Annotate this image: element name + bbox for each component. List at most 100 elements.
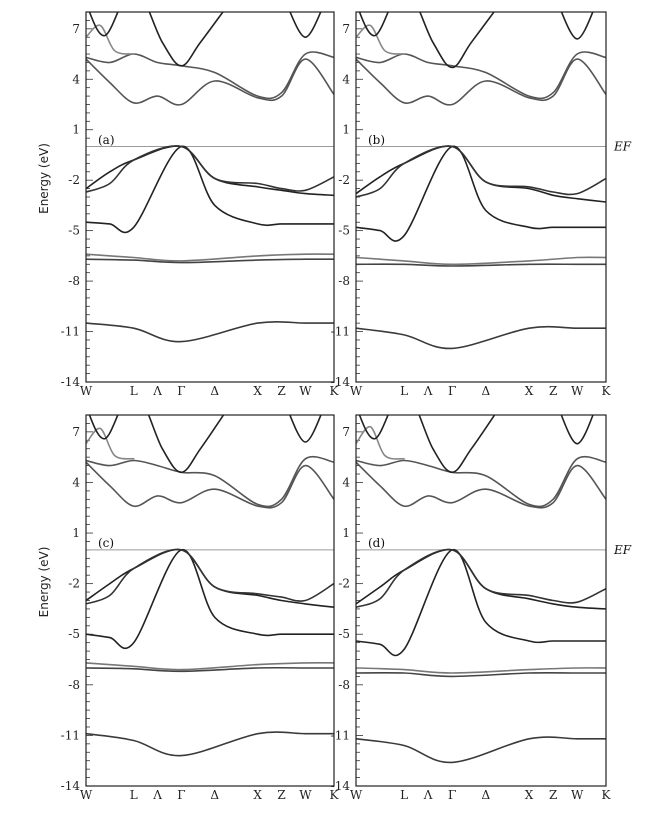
y-tick-label: 7 (72, 22, 80, 36)
band-line (86, 731, 334, 757)
plot-frame (355, 414, 607, 787)
x-tick-label: Δ (210, 384, 219, 398)
x-tick-label: Λ (152, 788, 162, 802)
band-line (86, 145, 334, 193)
y-tick-label: -8 (338, 274, 350, 288)
x-tick-label: W (299, 788, 312, 802)
x-tick-label: K (602, 384, 612, 398)
band-line (289, 12, 322, 38)
x-tick-label: X (525, 384, 534, 398)
band-line (356, 24, 405, 55)
x-tick-label: Γ (177, 788, 185, 802)
y-tick-label: 4 (342, 475, 350, 489)
band-line (86, 549, 334, 650)
band-line (86, 661, 334, 671)
y-tick-label: -5 (338, 627, 350, 641)
y-axis-title: Energy (eV) (37, 143, 51, 214)
x-tick-label: W (80, 788, 93, 802)
band-line (86, 24, 135, 55)
y-tick-label: 7 (342, 425, 350, 439)
band-line (86, 58, 334, 106)
band-line (86, 461, 334, 509)
y-tick-label: -8 (338, 678, 350, 692)
plot-frame (85, 414, 335, 787)
x-tick-label: L (400, 788, 408, 802)
y-tick-label: -8 (68, 678, 80, 692)
x-tick-label: Z (277, 788, 285, 802)
band-line (356, 425, 405, 460)
y-tick-label: -5 (68, 627, 80, 641)
y-tick-label: -5 (68, 224, 80, 238)
x-tick-label: K (602, 788, 612, 802)
x-tick-label: W (571, 384, 584, 398)
y-tick-label: -14 (331, 375, 351, 389)
band-line (356, 548, 606, 608)
band-line (356, 263, 606, 267)
band-lines (86, 12, 334, 343)
band-line (86, 548, 334, 605)
x-tick-label: W (299, 384, 312, 398)
band-line (356, 671, 606, 678)
band-line (88, 415, 225, 474)
band-line (356, 549, 606, 657)
y-tick-label: 1 (72, 526, 80, 540)
x-tick-label: Γ (448, 788, 456, 802)
x-tick-label: K (330, 788, 340, 802)
fermi-level-label: EF (613, 543, 632, 557)
y-axis-title: Energy (eV) (37, 547, 51, 618)
y-tick-label: -5 (338, 224, 350, 238)
x-tick-label: Λ (152, 384, 162, 398)
y-tick-label: -2 (338, 577, 350, 591)
band-line (86, 51, 334, 100)
band-line (358, 415, 496, 474)
plot-frame (355, 11, 607, 383)
band-line (86, 258, 334, 264)
band-line (356, 58, 606, 106)
y-tick-label: -2 (68, 173, 80, 187)
x-tick-label: Z (277, 384, 285, 398)
x-tick-label: Λ (423, 384, 433, 398)
x-tick-label: X (525, 788, 534, 802)
x-tick-label: Λ (423, 788, 433, 802)
y-tick-label: 7 (342, 22, 350, 36)
y-tick-label: -11 (61, 728, 80, 742)
x-tick-label: L (400, 384, 408, 398)
y-tick-label: -2 (68, 577, 80, 591)
y-tick-label: -11 (331, 325, 350, 339)
x-tick-label: X (253, 788, 262, 802)
x-tick-label: W (80, 384, 93, 398)
y-tick-label: -14 (61, 779, 81, 793)
x-tick-label: Z (549, 384, 557, 398)
x-tick-label: X (253, 384, 262, 398)
band-line (356, 51, 606, 100)
y-tick-label: 1 (342, 526, 350, 540)
panel-4: 741-2-5-8-11-14W L Λ Γ Δ X Z W KEF(d) (331, 414, 632, 802)
band-line (356, 145, 606, 198)
y-tick-label: -8 (68, 274, 80, 288)
band-line (86, 320, 334, 343)
band-line (86, 145, 334, 234)
band-lines (86, 415, 334, 757)
x-tick-label: L (130, 384, 138, 398)
band-line (356, 461, 606, 509)
band-line (86, 427, 135, 460)
x-tick-label: Δ (210, 788, 219, 802)
band-line (560, 12, 594, 40)
band-line (356, 325, 606, 350)
x-tick-label: Γ (177, 384, 185, 398)
band-line (86, 253, 334, 262)
y-tick-label: -14 (61, 375, 81, 389)
x-tick-label: K (330, 384, 340, 398)
band-line (560, 415, 594, 445)
x-tick-label: W (350, 384, 363, 398)
band-line (356, 455, 606, 508)
fermi-level-label: EF (613, 140, 632, 154)
band-lines (356, 12, 606, 350)
panel-label: (a) (98, 133, 115, 147)
panel-label: (b) (368, 133, 385, 147)
band-line (86, 455, 334, 508)
panel-2: 741-2-5-8-11-14W L Λ Γ Δ X Z W KEF(b) (331, 11, 632, 398)
